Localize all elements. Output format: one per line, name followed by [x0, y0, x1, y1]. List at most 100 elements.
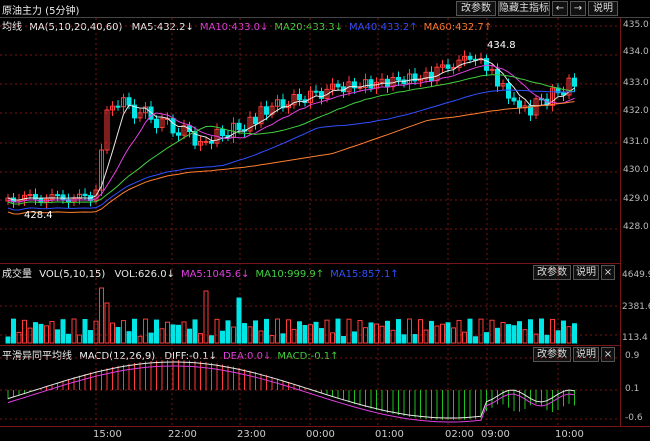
volume-bar — [11, 318, 16, 344]
volume-bar — [473, 336, 478, 344]
candle-body — [126, 97, 132, 106]
candle-body — [60, 194, 66, 201]
y-tick: -0.6 — [625, 413, 643, 423]
y-tick: 2381.6 — [622, 302, 650, 312]
volume-bar — [49, 321, 55, 344]
kline-chart[interactable] — [0, 0, 620, 426]
macd-indicator-values: DIFF:-0.1↓ DEA:0.0↓ MACD:-0.1↑ — [158, 351, 338, 362]
volume-bar — [478, 318, 484, 344]
volume-bar — [489, 319, 495, 344]
volume-bar — [484, 332, 489, 344]
volume-bar — [572, 323, 577, 344]
volume-help-button[interactable]: 说明 — [573, 265, 599, 280]
candle-body — [115, 105, 121, 108]
macd-value: DEA:0.0↓ — [222, 351, 272, 362]
macd-indicator-name: 平滑异同平均线 — [2, 351, 72, 362]
volume-bar — [341, 336, 346, 344]
x-tick: 10:00 — [555, 429, 584, 440]
volume-bar — [528, 319, 533, 344]
volume-indicator-name: 成交量 — [2, 269, 32, 280]
volume-bar — [434, 325, 440, 344]
candle-body — [335, 83, 341, 88]
y-tick: 430.0 — [623, 165, 649, 175]
moving-average-line — [7, 101, 575, 215]
volume-bar — [143, 318, 148, 344]
volume-indicator-header: 成交量 VOL(5,10,15) VOL:626.0↓ MA5:1045.6↓ MA… — [2, 265, 399, 280]
volume-bar — [456, 319, 462, 344]
volume-bar — [126, 331, 132, 344]
volume-bar — [214, 318, 220, 344]
y-tick: 113.4 — [622, 333, 648, 343]
volume-bar — [110, 322, 115, 344]
volume-bar — [187, 328, 192, 344]
volume-edit-params-button[interactable]: 改参数 — [533, 265, 571, 280]
x-tick: 09:00 — [481, 429, 510, 440]
window-title: 原油主力 (5分钟) — [2, 6, 80, 17]
x-tick: 22:00 — [168, 429, 197, 440]
candle-body — [368, 79, 374, 89]
volume-bar — [236, 297, 242, 344]
candle-body — [550, 87, 555, 106]
candle-body — [93, 189, 99, 201]
volume-bar — [5, 336, 11, 344]
vol-value: MA15:857.1↑ — [330, 269, 399, 280]
volume-bar — [423, 329, 429, 344]
volume-bar — [500, 321, 506, 344]
volume-bar — [44, 325, 49, 344]
high-price-label: 434.8 — [487, 40, 516, 51]
volume-bar — [440, 323, 445, 344]
moving-average-line — [7, 74, 575, 205]
y-tick: 0.9 — [625, 351, 640, 361]
arrow-left-icon[interactable]: ← — [552, 1, 568, 16]
volume-bar — [88, 330, 93, 344]
candle-body — [154, 118, 159, 129]
macd-indicator-header: 平滑异同平均线 MACD(12,26,9) DIFF:-0.1↓ DEA:0.0↓… — [2, 347, 339, 362]
volume-bar — [198, 333, 203, 344]
volume-bar — [93, 320, 99, 344]
volume-bar — [335, 318, 341, 344]
volume-bar — [22, 319, 27, 344]
volume-bar — [374, 323, 379, 344]
candle-body — [247, 116, 253, 132]
volume-bar — [269, 335, 275, 344]
volume-close-icon[interactable]: × — [601, 265, 615, 280]
volume-bar — [231, 326, 236, 344]
volume-bar — [462, 331, 467, 344]
volume-bar — [247, 326, 253, 344]
main-indicator-name: 均线 — [2, 22, 22, 33]
help-button[interactable]: 说明 — [588, 1, 618, 16]
arrow-right-icon[interactable]: → — [570, 1, 586, 16]
candle-body — [511, 97, 517, 102]
hide-main-indicator-button[interactable]: 隐藏主指标 — [498, 1, 550, 16]
volume-bar — [137, 335, 143, 344]
candle-body — [500, 83, 506, 87]
x-tick: 02:00 — [445, 429, 474, 440]
volume-bar — [396, 319, 401, 344]
volume-bar — [418, 319, 423, 344]
moving-average-line — [7, 58, 575, 201]
candle-body — [77, 193, 82, 199]
volume-bar — [363, 327, 368, 344]
x-tick: 23:00 — [237, 429, 266, 440]
y-axis-line — [620, 18, 621, 426]
y-tick: 0.1 — [625, 384, 640, 394]
candle-body — [27, 193, 33, 196]
volume-bar — [280, 333, 286, 344]
macd-help-button[interactable]: 说明 — [573, 347, 599, 362]
candle-body — [220, 128, 225, 137]
moving-average-line — [7, 89, 575, 211]
volume-bar — [132, 318, 137, 344]
volume-bar — [390, 329, 396, 344]
ma-value: MA10:433.0↓ — [199, 22, 269, 33]
candle-body — [236, 122, 242, 131]
volume-bar — [99, 287, 104, 344]
vol-value: VOL:626.0↓ — [114, 269, 175, 280]
volume-bar — [192, 319, 198, 344]
volume-bar — [467, 318, 473, 344]
candle-body — [209, 140, 214, 144]
y-tick: 4649.9 — [622, 270, 650, 280]
candle-body — [264, 106, 269, 115]
edit-params-button[interactable]: 改参数 — [456, 1, 496, 16]
ma-value: MA60:432.7↑ — [423, 22, 493, 33]
volume-bar — [253, 320, 258, 344]
